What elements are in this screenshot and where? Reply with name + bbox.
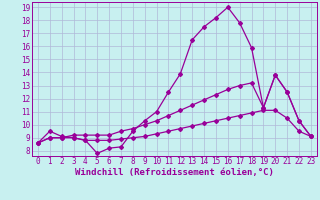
X-axis label: Windchill (Refroidissement éolien,°C): Windchill (Refroidissement éolien,°C) xyxy=(75,168,274,177)
